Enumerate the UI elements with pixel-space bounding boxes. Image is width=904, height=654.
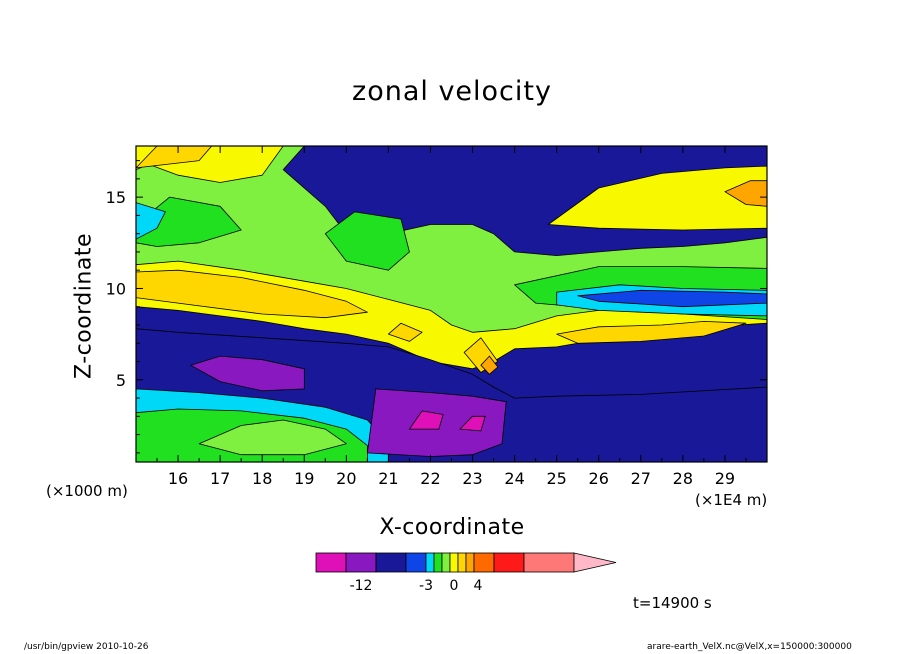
colorbar-extend-arrow — [573, 552, 617, 573]
chart-title: zonal velocity — [352, 76, 552, 107]
x-tick-label-23: 23 — [462, 469, 482, 488]
x-tick-label-18: 18 — [252, 469, 272, 488]
colorbar-swatch-1 — [345, 552, 377, 573]
contour-region-25 — [136, 146, 213, 169]
colorbar-label-2: 0 — [450, 578, 459, 594]
x-tick-label-26: 26 — [589, 469, 609, 488]
time-label: t=14900 s — [633, 594, 712, 612]
x-tick-label-29: 29 — [715, 469, 735, 488]
x-tick-label-17: 17 — [210, 469, 230, 488]
x-tick-label-22: 22 — [420, 469, 440, 488]
contour-region-7 — [324, 211, 410, 271]
colorbar-swatch-11 — [493, 552, 525, 573]
colorbar-label-1: -3 — [419, 578, 433, 594]
colorbar-label-0: -12 — [350, 578, 373, 594]
x-tick-label-20: 20 — [336, 469, 356, 488]
x-unit-left: (×1000 m) — [46, 482, 128, 500]
contour-region-16 — [198, 419, 347, 456]
contour-region-12 — [577, 289, 767, 308]
footer-left: /usr/bin/gpview 2010-10-26 — [24, 642, 149, 652]
x-tick-label-16: 16 — [168, 469, 188, 488]
colorbar-swatch-8 — [457, 552, 467, 573]
contour-region-5 — [136, 269, 368, 319]
colorbar-swatch-10 — [473, 552, 495, 573]
contour-region-6 — [556, 320, 747, 344]
colorbar-swatch-3 — [405, 552, 427, 573]
colorbar-swatch-12 — [523, 552, 575, 573]
contour-region-3 — [547, 165, 767, 231]
x-tick-label-19: 19 — [294, 469, 314, 488]
contour-field — [136, 146, 767, 462]
y-tick-label-5: 5 — [116, 371, 126, 390]
contour-region-24 — [724, 180, 767, 207]
colorbar-swatch-2 — [375, 552, 407, 573]
contour-region-19 — [408, 410, 444, 430]
colorbar-swatch-5 — [433, 552, 443, 573]
x-tick-label-25: 25 — [546, 469, 566, 488]
x-tick-label-24: 24 — [504, 469, 524, 488]
colorbar-swatch-0 — [315, 552, 347, 573]
x-tick-label-27: 27 — [631, 469, 651, 488]
x-tick-label-21: 21 — [378, 469, 398, 488]
contour-region-9 — [136, 202, 166, 240]
colorbar-swatch-9 — [465, 552, 475, 573]
x-tick-label-28: 28 — [673, 469, 693, 488]
colorbar-swatch-7 — [449, 552, 459, 573]
contour-region-17 — [190, 355, 305, 392]
colorbar-swatch-4 — [425, 552, 435, 573]
contour-region-8 — [136, 196, 242, 247]
x-unit-right: (×1E4 m) — [695, 491, 768, 509]
colorbar-label-3: 4 — [474, 578, 483, 594]
contour-region-21 — [387, 322, 423, 342]
y-tick-label-10: 10 — [106, 279, 126, 298]
colorbar-swatch-6 — [441, 552, 451, 573]
y-tick-label-15: 15 — [106, 188, 126, 207]
footer-right: arare-earth_VelX.nc@VelX,x=150000:300000 — [647, 642, 852, 652]
colorbar: -12 -3 0 4 — [315, 552, 617, 594]
x-axis-label: X-coordinate — [379, 515, 525, 540]
contour-region-20 — [459, 415, 486, 432]
contour-region-23 — [480, 355, 499, 375]
